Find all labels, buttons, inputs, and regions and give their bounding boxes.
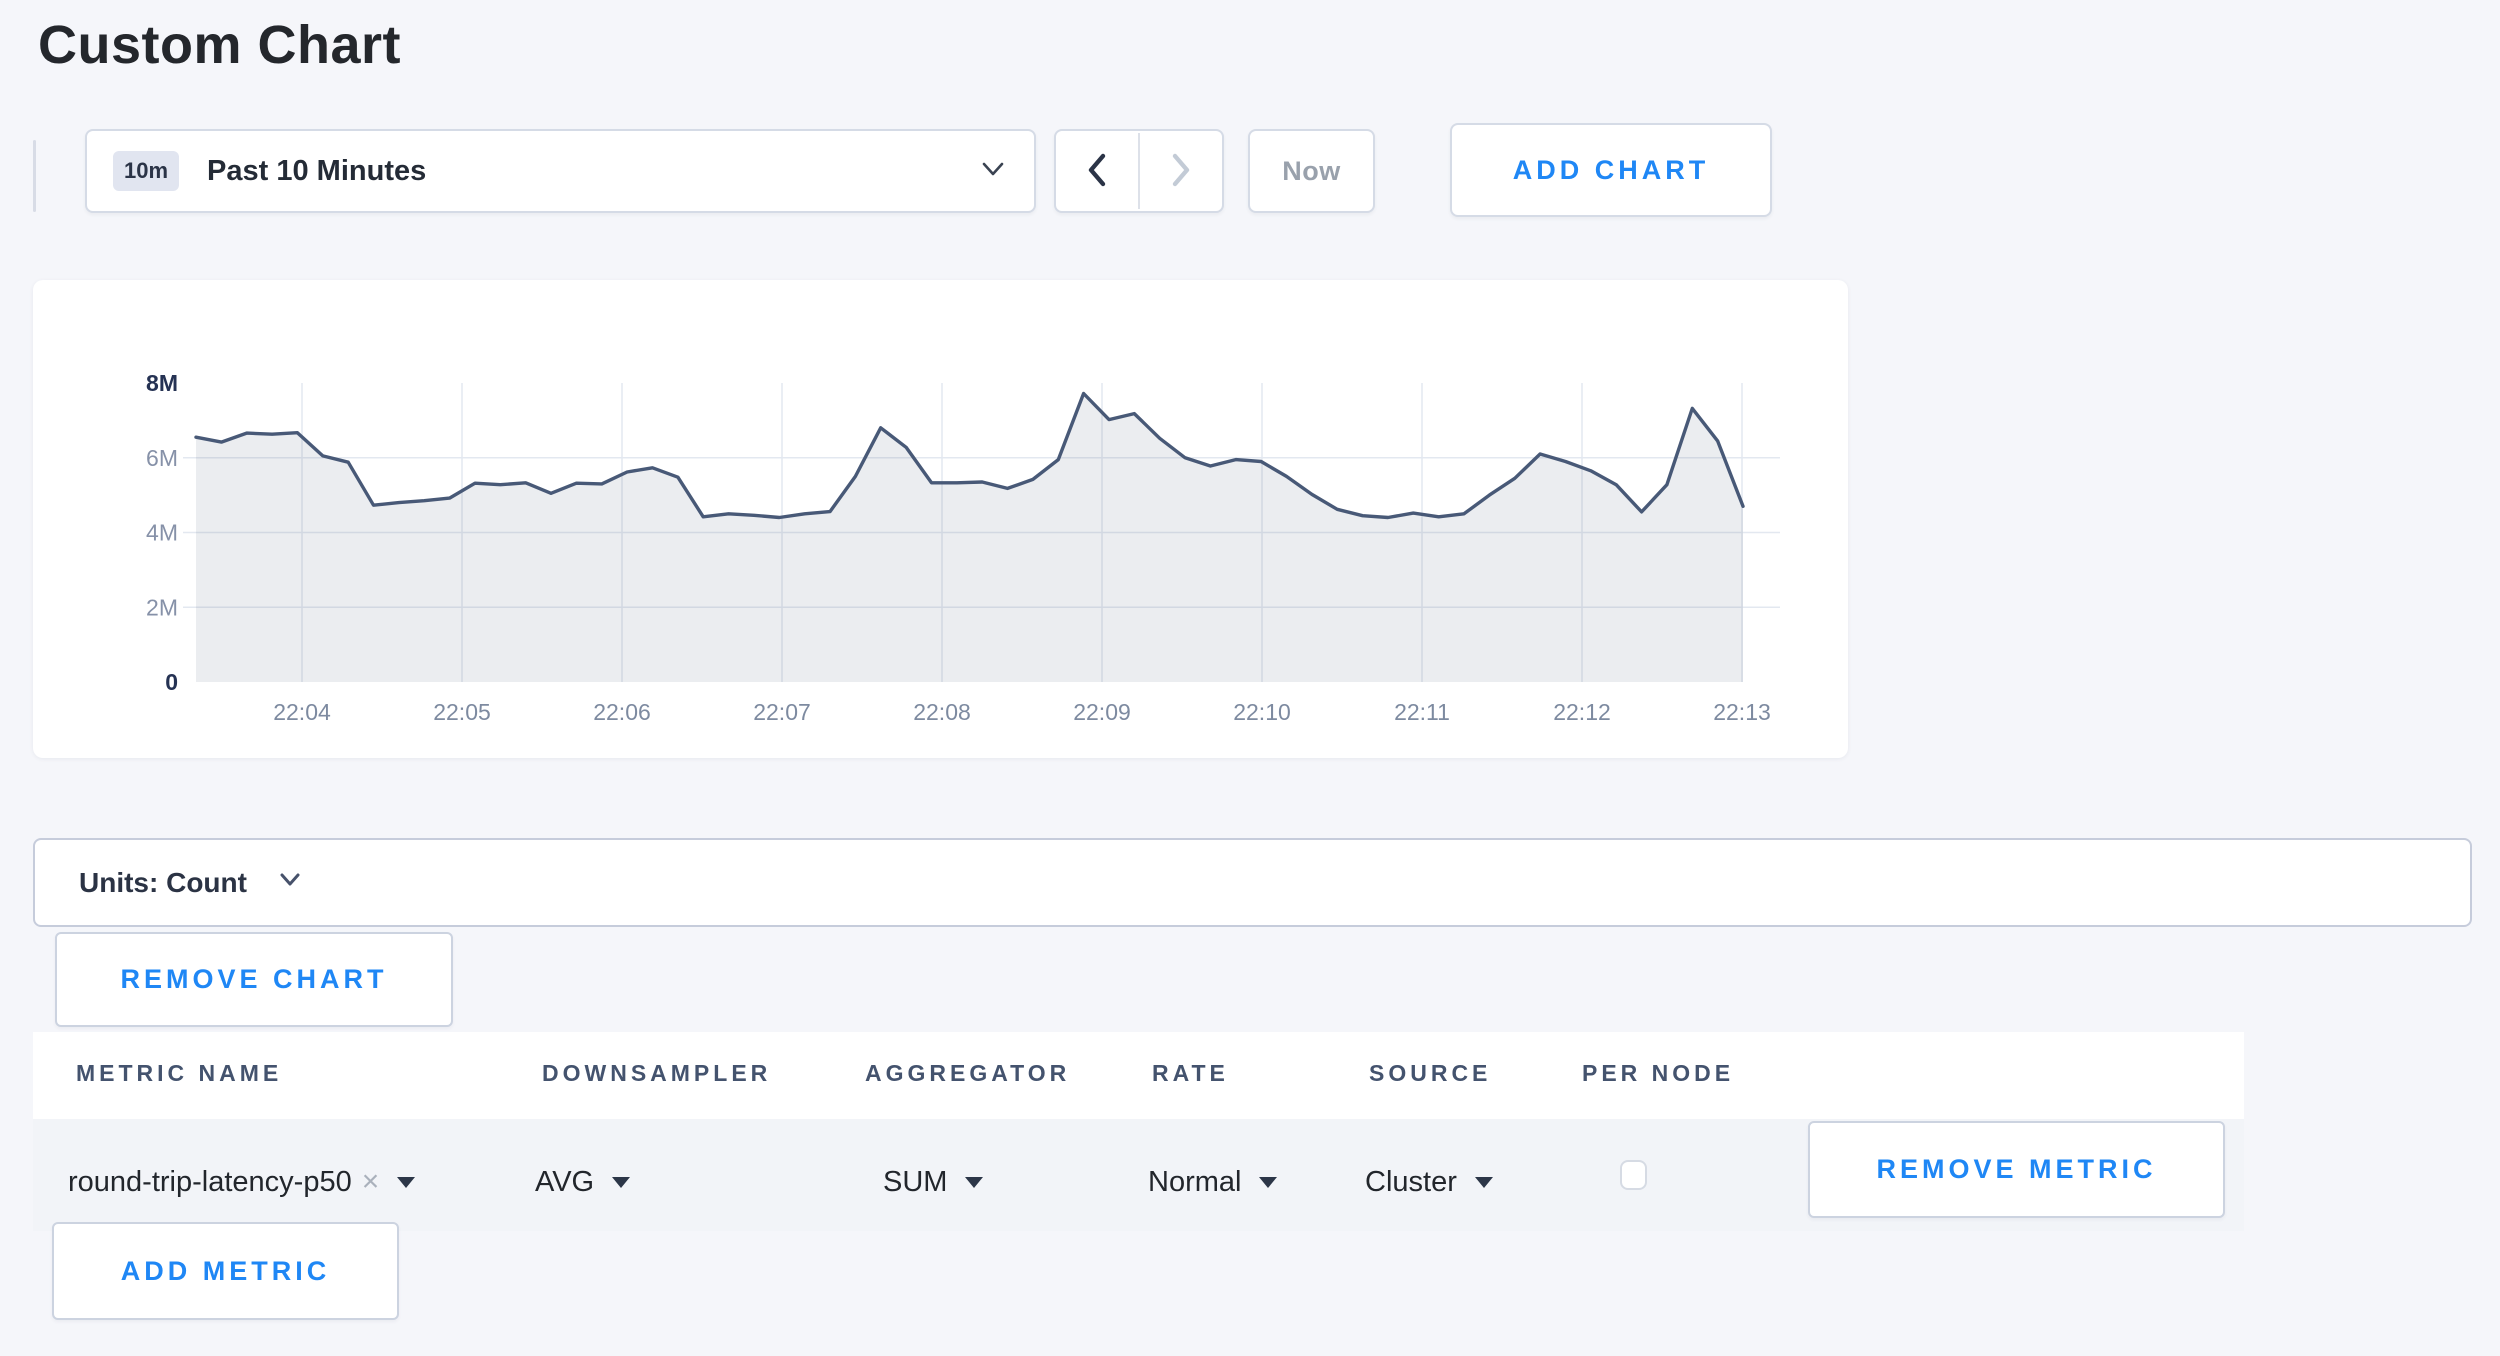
svg-text:22:09: 22:09 [1073, 699, 1131, 725]
add-metric-button[interactable]: ADD METRIC [52, 1222, 399, 1320]
svg-text:22:05: 22:05 [433, 699, 491, 725]
chart-gridlines [183, 383, 1780, 682]
chevron-right-icon [1166, 151, 1196, 192]
svg-text:22:11: 22:11 [1394, 699, 1450, 725]
time-range-badge: 10m [113, 151, 180, 191]
next-time-button[interactable] [1140, 131, 1222, 211]
chart-x-labels: 22:04 22:05 22:06 22:07 22:08 22:09 22:10 22:11… [273, 699, 1771, 725]
svg-text:22:13: 22:13 [1713, 699, 1771, 725]
col-header-downsampler: DOWNSAMPLER [542, 1060, 772, 1086]
col-header-source: SOURCE [1369, 1060, 1492, 1086]
rate-value: Normal [1148, 1165, 1242, 1198]
rate-select[interactable]: Normal [1148, 1152, 1278, 1212]
chart-y-labels: 0 2M 4M 6M 8M [146, 370, 178, 695]
remove-metric-button[interactable]: REMOVE METRIC [1808, 1121, 2225, 1218]
add-chart-button[interactable]: ADD CHART [1450, 123, 1772, 217]
col-header-rate: RATE [1152, 1060, 1229, 1086]
clear-metric-icon[interactable]: × [361, 1165, 380, 1198]
svg-text:22:04: 22:04 [273, 699, 331, 725]
time-range-label: Past 10 Minutes [207, 154, 427, 187]
svg-text:22:06: 22:06 [593, 699, 651, 725]
svg-text:22:10: 22:10 [1233, 699, 1291, 725]
triangle-down-icon [1259, 1176, 1278, 1188]
svg-text:4M: 4M [146, 520, 178, 546]
metric-name-select[interactable]: round-trip-latency-p50 × [68, 1152, 416, 1212]
svg-text:6M: 6M [146, 445, 178, 471]
svg-text:22:12: 22:12 [1553, 699, 1611, 725]
triangle-down-icon [397, 1176, 416, 1188]
svg-text:0: 0 [165, 669, 178, 695]
svg-text:2M: 2M [146, 594, 178, 620]
col-header-per-node: PER NODE [1582, 1060, 1735, 1086]
aggregator-value: SUM [883, 1165, 948, 1198]
source-select[interactable]: Cluster [1365, 1152, 1493, 1212]
metric-name-value: round-trip-latency-p50 [68, 1165, 352, 1198]
remove-chart-button[interactable]: REMOVE CHART [55, 932, 453, 1027]
triangle-down-icon [965, 1176, 984, 1188]
svg-text:22:08: 22:08 [913, 699, 971, 725]
units-label: Units: Count [79, 866, 247, 898]
chevron-down-icon [978, 159, 1008, 184]
source-value: Cluster [1365, 1165, 1457, 1198]
chart-line [194, 391, 1745, 520]
downsampler-select[interactable]: AVG [535, 1152, 631, 1212]
now-button[interactable]: Now [1248, 129, 1375, 213]
chevron-left-icon [1082, 151, 1112, 192]
per-node-checkbox[interactable] [1620, 1160, 1647, 1190]
triangle-down-icon [612, 1176, 631, 1188]
time-range-dropdown[interactable]: 10m Past 10 Minutes [85, 129, 1036, 213]
aggregator-select[interactable]: SUM [883, 1152, 984, 1212]
chart-card: 0 2M 4M 6M 8M 22:04 22:05 22:06 22:07 22:08 22:09 2… [33, 280, 1848, 758]
time-pager [1054, 129, 1224, 213]
svg-text:22:07: 22:07 [753, 699, 811, 725]
chart-area [196, 393, 1743, 682]
prev-time-button[interactable] [1056, 131, 1138, 211]
chevron-down-icon [277, 871, 303, 894]
triangle-down-icon [1474, 1176, 1493, 1188]
col-header-aggregator: AGGREGATOR [865, 1060, 1071, 1086]
toolbar-divider [33, 140, 36, 212]
table-header-row: METRIC NAME DOWNSAMPLER AGGREGATOR RATE … [33, 1032, 2244, 1119]
page-title: Custom Chart [38, 15, 402, 75]
downsampler-value: AVG [535, 1165, 595, 1198]
svg-text:8M: 8M [146, 370, 178, 396]
pager-divider [1138, 133, 1140, 209]
col-header-metric-name: METRIC NAME [76, 1060, 283, 1086]
units-dropdown[interactable]: Units: Count [33, 838, 2472, 927]
